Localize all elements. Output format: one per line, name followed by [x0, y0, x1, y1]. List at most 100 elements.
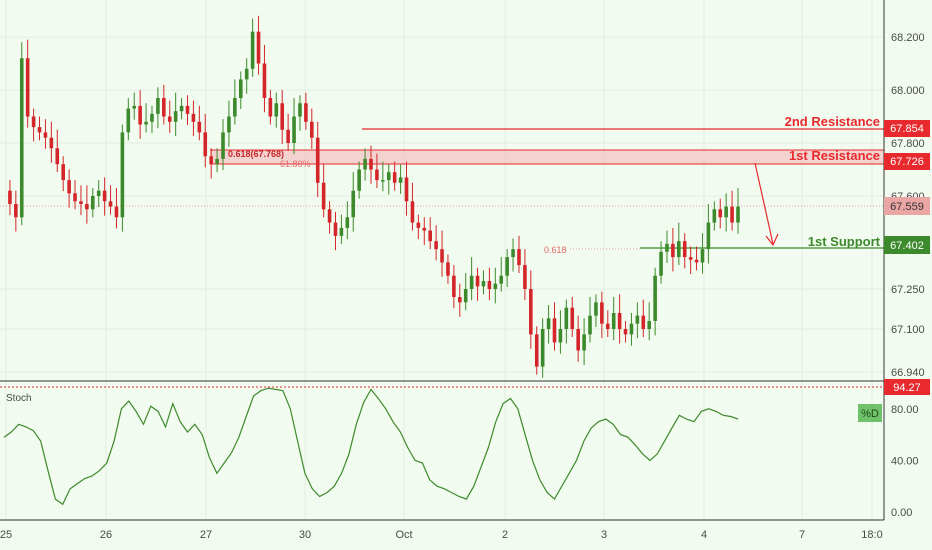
candle-body — [392, 172, 397, 183]
time-axis[interactable]: 25 26 27 30 Oct 2 3 4 7 18:0 — [0, 529, 883, 541]
candle-body — [19, 58, 24, 218]
candle-body — [73, 193, 77, 202]
candle-body — [404, 177, 409, 202]
svg-text:67.854: 67.854 — [890, 123, 924, 135]
stoch-label: Stoch — [6, 393, 32, 404]
candle-body — [641, 315, 646, 329]
candle-body — [144, 121, 148, 125]
candle-body — [215, 158, 219, 165]
candle-body — [345, 217, 350, 228]
candle-body — [452, 275, 456, 297]
candle-body — [659, 251, 663, 276]
candle-body — [410, 201, 415, 223]
candle-body — [315, 137, 320, 183]
stoch-value-tag: 94.27 — [884, 379, 930, 395]
candle-body — [221, 132, 225, 159]
candle-body — [85, 203, 89, 210]
stoch-line — [3, 387, 739, 506]
price-tick-label: 67.250 — [891, 284, 925, 296]
candle-body — [31, 116, 36, 128]
candle-body — [339, 227, 344, 236]
svg-text:67.559: 67.559 — [890, 201, 924, 213]
candle-body — [552, 318, 557, 343]
candle-body — [25, 58, 30, 117]
candle-body — [304, 103, 308, 122]
stoch-axis[interactable]: 80.00 40.00 0.00 — [891, 404, 919, 519]
candle-body — [156, 97, 160, 114]
candle-body — [227, 116, 231, 133]
candle-body — [499, 275, 504, 284]
candle-body — [138, 105, 142, 125]
time-tick-label: 26 — [100, 529, 112, 541]
candle-body — [298, 103, 302, 117]
candle-body — [457, 297, 462, 303]
candle-body — [233, 97, 237, 117]
candle-body — [511, 249, 515, 258]
candle-body — [238, 79, 243, 98]
candle-body — [67, 180, 71, 194]
candle-body — [126, 108, 131, 133]
candle-body — [505, 257, 509, 276]
candle-body — [268, 97, 273, 117]
candle-body — [209, 156, 213, 165]
second-resistance-tag: 67.854 — [884, 120, 930, 137]
candle-body — [286, 129, 290, 143]
candle-body — [570, 307, 575, 329]
candle-body — [629, 323, 634, 335]
candle-body — [398, 177, 403, 183]
candle-body — [440, 249, 444, 263]
svg-text:67.402: 67.402 — [890, 240, 924, 252]
candle-body — [605, 323, 610, 329]
candle-body — [594, 302, 598, 316]
candle-body — [534, 334, 539, 367]
price-tick-label: 67.800 — [891, 138, 925, 150]
candle-body — [700, 249, 705, 263]
candle-body — [363, 158, 367, 170]
candle-body — [173, 111, 178, 122]
price-tick-label: 68.200 — [891, 32, 925, 44]
candle-body — [369, 158, 373, 170]
candle-body — [718, 209, 723, 218]
candle-body — [203, 132, 208, 157]
candle-body — [475, 275, 480, 287]
candle-body — [351, 190, 356, 218]
candle-body — [179, 105, 184, 112]
stoch-tick-label: 0.00 — [891, 507, 912, 519]
candle-body — [96, 190, 101, 196]
candle-body — [665, 243, 669, 252]
first-resistance-tag: 67.726 — [884, 153, 930, 170]
candle-body — [647, 321, 652, 329]
candle-body — [730, 206, 734, 223]
candle-body — [386, 172, 391, 181]
time-tick-label: 2 — [502, 529, 508, 541]
candle-body — [55, 148, 60, 165]
candle-body — [736, 206, 740, 223]
time-tick-label: 18:0 — [861, 529, 882, 541]
stoch-tick-label: 40.00 — [891, 455, 919, 467]
candle-body — [677, 241, 681, 258]
time-tick-label: 3 — [601, 529, 607, 541]
candle-body — [487, 281, 492, 289]
candle-body — [529, 289, 533, 335]
time-tick-label: Oct — [395, 529, 412, 541]
candle-body — [321, 182, 326, 210]
time-tick-label: 27 — [200, 529, 212, 541]
candle-body — [61, 164, 65, 181]
price-axis[interactable]: 68.20068.00067.80067.60067.25067.10066.9… — [891, 32, 925, 379]
candle-body — [108, 201, 113, 207]
fib-label-0618-price: 0.618(67.768) — [228, 149, 284, 159]
fib-label-percent: 61.80% — [280, 159, 311, 169]
candle-body — [14, 203, 18, 218]
candle-body — [671, 243, 675, 258]
candle-body — [381, 180, 385, 182]
current-price-tag: 67.559 — [884, 197, 930, 215]
candle-body — [49, 137, 54, 149]
candle-body — [724, 206, 728, 218]
candle-body — [588, 315, 592, 335]
candle-body — [617, 313, 622, 329]
candle-body — [162, 97, 166, 117]
candle-body — [416, 222, 421, 228]
candle-body — [102, 190, 107, 202]
candle-body — [8, 190, 12, 204]
